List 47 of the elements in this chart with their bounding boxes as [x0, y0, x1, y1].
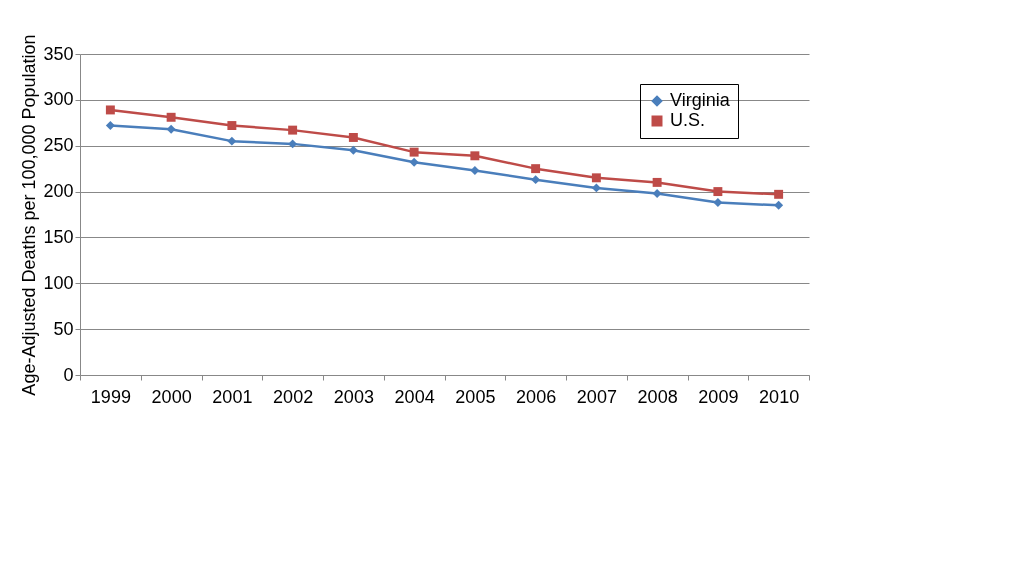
y-tick-label: 50: [53, 318, 74, 339]
legend-label: U.S.: [670, 110, 706, 130]
point: [591, 173, 601, 183]
point: [531, 164, 541, 174]
legend-label: Virginia: [670, 90, 731, 110]
x-tick-label: 2010: [759, 386, 800, 407]
y-tick-label: 200: [43, 181, 74, 202]
y-axis-title: Age-Adjusted Deaths per 100,000 Population: [19, 34, 40, 396]
x-tick-label: 2006: [516, 386, 557, 407]
x-tick-label: 2000: [151, 386, 192, 407]
y-tick-label: 100: [43, 272, 74, 293]
point: [348, 145, 358, 155]
y-tick-label: 350: [43, 43, 74, 64]
point: [713, 187, 723, 197]
x-tick-label: 2004: [394, 386, 435, 407]
x-tick-label: 2009: [698, 386, 739, 407]
point: [105, 105, 115, 115]
point: [470, 166, 480, 175]
point: [409, 157, 419, 167]
point: [348, 132, 358, 142]
point: [227, 136, 237, 146]
x-tick-label: 2003: [333, 386, 374, 407]
point: [774, 200, 784, 210]
point: [774, 189, 784, 199]
x-tick-label: 2002: [273, 386, 314, 407]
point: [591, 183, 601, 193]
x-tick-label: 1999: [90, 386, 131, 407]
y-tick-label: 250: [43, 135, 74, 156]
point: [227, 121, 237, 131]
point: [288, 139, 298, 149]
point: [652, 177, 662, 187]
point: [166, 124, 176, 134]
y-tick-label: 0: [63, 364, 74, 385]
x-tick-label: 2005: [455, 386, 496, 407]
x-tick-label: 2008: [637, 386, 678, 407]
point: [105, 121, 115, 131]
point: [166, 112, 176, 122]
point: [288, 125, 298, 135]
x-tick-label: 2001: [212, 386, 253, 407]
y-tick-label: 150: [43, 226, 74, 247]
point: [531, 175, 541, 185]
point: [652, 188, 662, 198]
point: [713, 198, 723, 208]
point: [470, 151, 480, 161]
point: [409, 147, 419, 157]
y-tick-label: 300: [43, 89, 74, 110]
x-tick-label: 2007: [576, 386, 617, 407]
